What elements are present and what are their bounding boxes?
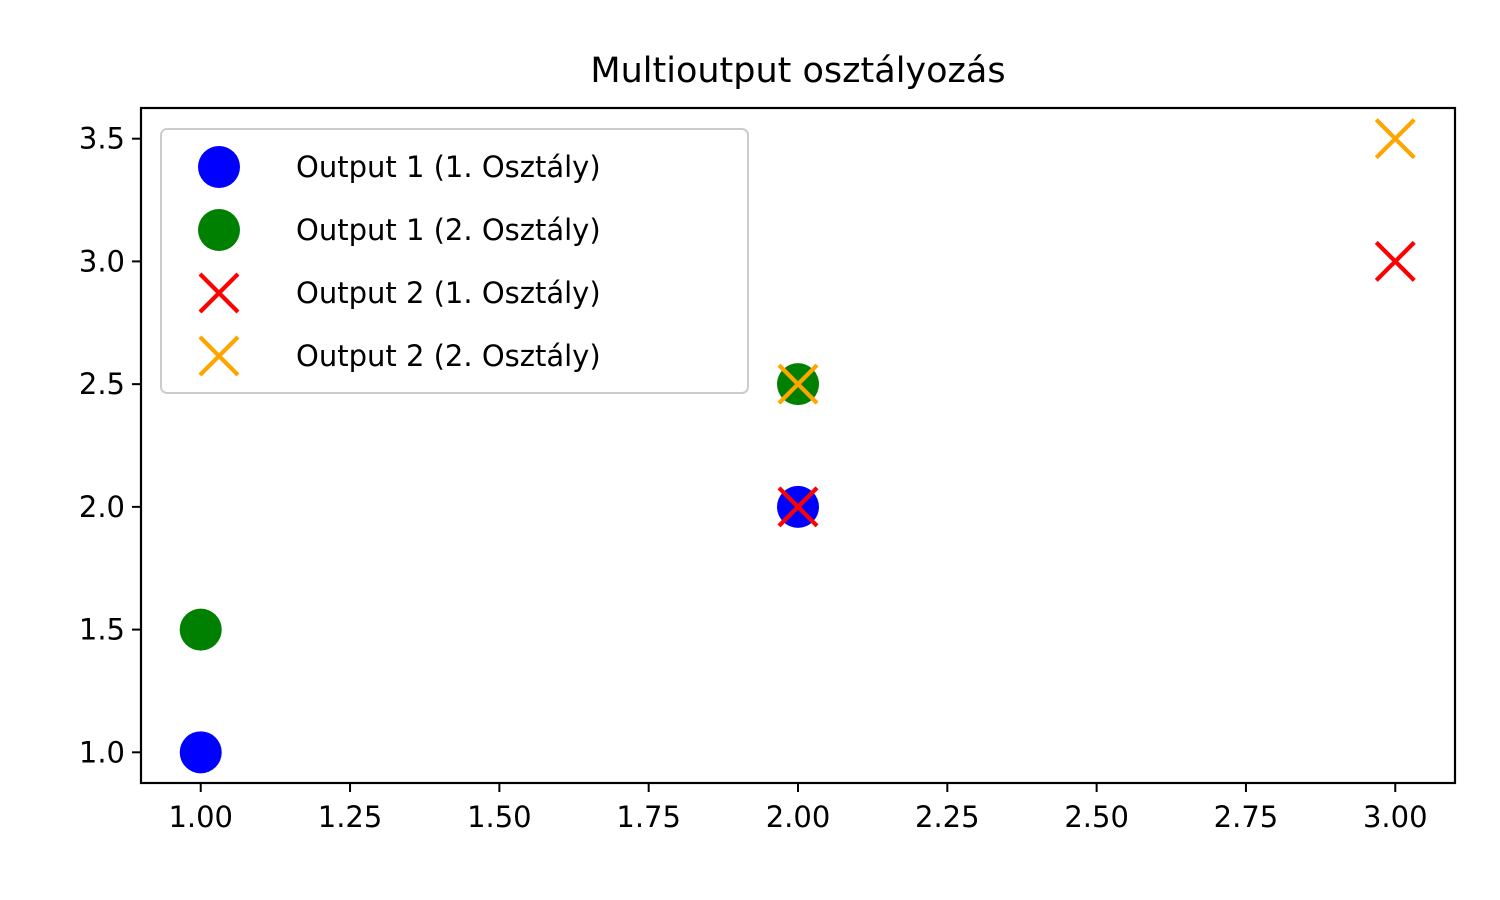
legend-label: Output 2 (2. Osztály) (296, 339, 601, 373)
legend-marker (198, 335, 240, 377)
y-tick-label: 2.5 (79, 367, 125, 401)
scatter-x-marker (1374, 118, 1416, 160)
scatter-x-marker (777, 486, 819, 528)
legend: Output 1 (1. Osztály) Output 1 (2. Osztál… (160, 128, 749, 394)
x-tick-label: 1.00 (168, 800, 233, 834)
scatter-point (179, 608, 222, 651)
axis-ticks: 1.00 1.25 1.50 1.75 2.00 2.25 2.50 2.75 3.00 1.0 1… (79, 122, 1428, 834)
legend-label: Output 1 (2. Osztály) (296, 213, 601, 247)
x-tick-label: 1.75 (616, 800, 681, 834)
scatter-point (179, 731, 222, 774)
y-tick-label: 1.0 (79, 735, 125, 769)
x-tick-label: 2.00 (766, 800, 831, 834)
data-markers (179, 118, 1416, 774)
x-tick-label: 2.50 (1064, 800, 1129, 834)
legend-marker (198, 146, 240, 188)
x-tick-label: 3.00 (1363, 800, 1428, 834)
legend-box (160, 128, 749, 394)
legend-marker (198, 209, 240, 251)
legend-marker (198, 272, 240, 314)
x-tick-label: 2.25 (915, 800, 980, 834)
legend-label: Output 2 (1. Osztály) (296, 276, 601, 310)
scatter-x-marker (777, 363, 819, 405)
x-tick-label: 1.25 (318, 800, 383, 834)
y-tick-label: 1.5 (79, 613, 125, 647)
y-tick-label: 3.0 (79, 244, 125, 278)
y-tick-label: 2.0 (79, 490, 125, 524)
x-tick-label: 2.75 (1214, 800, 1279, 834)
scatter-x-marker (1374, 240, 1416, 282)
x-tick-label: 1.50 (467, 800, 532, 834)
chart-title: Multioutput osztályozás (590, 51, 1005, 91)
y-tick-label: 3.5 (79, 122, 125, 156)
legend-label: Output 1 (1. Osztály) (296, 150, 601, 184)
